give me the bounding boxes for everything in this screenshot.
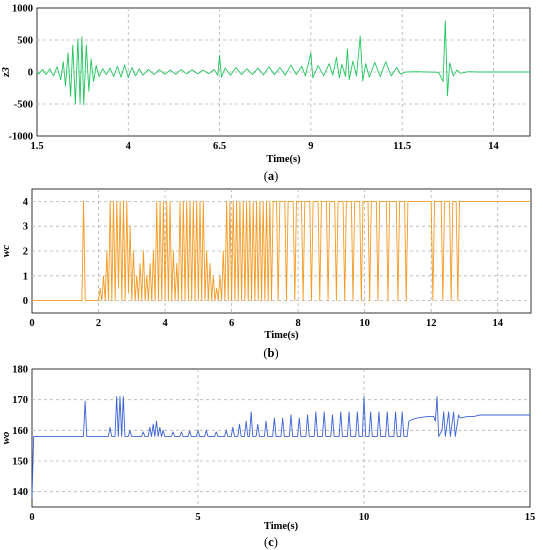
y-tick-labels-b: 0 1 2 3 4 — [23, 197, 29, 307]
y-tick-label-b-4: 4 — [23, 197, 29, 208]
x-axis-label-a: Time(s) — [266, 154, 301, 165]
caption-letter-b: b — [268, 346, 275, 360]
y-tick-label-b-3: 3 — [23, 222, 28, 233]
series-line-b — [32, 200, 531, 302]
caption-letter-c: c — [268, 535, 274, 549]
x-tick-label-b-3: 6 — [229, 318, 234, 329]
y-tick-label-b-2: 2 — [23, 247, 28, 258]
x-tick-label-c-0: 0 — [29, 512, 34, 523]
caption-a: (a) — [264, 169, 279, 183]
y-axis-label-c: wo — [0, 431, 12, 444]
x-tick-label-b-5: 10 — [359, 318, 370, 329]
x-axis-label-c: Time(s) — [264, 521, 299, 532]
x-tick-label-c-3: 15 — [525, 512, 536, 523]
x-tick-label-b-4: 8 — [296, 318, 301, 329]
x-tick-labels-b: 0 2 4 6 8 10 12 14 — [29, 318, 503, 329]
y-tick-labels-c: 140 150 160 170 180 — [12, 365, 28, 499]
y-tick-label-c-0: 140 — [12, 487, 28, 498]
y-tick-label-c-2: 160 — [12, 426, 28, 437]
y-tick-label-a-1: -500 — [14, 100, 33, 111]
y-tick-label-a-2: 0 — [28, 68, 33, 79]
panel-a: -1000 -500 0 500 1000 1.5 4 6.5 9 11.5 14 Time(s)… — [0, 4, 531, 183]
x-tick-label-b-7: 14 — [492, 318, 503, 329]
x-tick-label-a-0: 1.5 — [30, 141, 43, 152]
caption-letter-a: a — [268, 169, 275, 183]
x-tick-labels-c: 0 5 10 15 — [29, 512, 535, 523]
x-tick-label-b-2: 4 — [162, 318, 168, 329]
x-tick-label-a-4: 11.5 — [393, 141, 411, 152]
grid-c — [32, 369, 530, 507]
caption-b: (b) — [263, 346, 278, 360]
series-line-c — [31, 396, 530, 498]
y-axis-label-b: wc — [0, 245, 12, 257]
y-tick-label-b-0: 0 — [23, 296, 28, 307]
x-tick-label-c-2: 10 — [359, 512, 370, 523]
x-tick-label-b-0: 0 — [29, 318, 34, 329]
x-tick-label-a-1: 4 — [126, 141, 132, 152]
y-tick-label-a-0: -1000 — [9, 132, 34, 143]
plot-area-c — [31, 368, 531, 508]
series-line-a — [36, 20, 530, 106]
y-tick-label-a-3: 500 — [17, 36, 33, 47]
y-tick-label-c-1: 150 — [12, 457, 28, 468]
x-tick-labels-a: 1.5 4 6.5 9 11.5 14 — [30, 141, 499, 152]
x-tick-label-b-1: 2 — [96, 318, 101, 329]
y-tick-label-c-3: 170 — [12, 395, 28, 406]
y-tick-label-a-4: 1000 — [12, 4, 33, 15]
x-tick-label-a-3: 9 — [308, 141, 313, 152]
x-tick-label-a-5: 14 — [488, 141, 499, 152]
y-axis-label-a: z3 — [0, 67, 12, 78]
x-tick-label-a-2: 6.5 — [213, 141, 226, 152]
caption-c: (c) — [264, 535, 278, 549]
panel-c: 140 150 160 170 180 0 5 10 15 Time(s) wo (c) — [0, 365, 535, 550]
x-tick-label-c-1: 5 — [195, 512, 200, 523]
x-axis-label-b: Time(s) — [264, 330, 299, 341]
y-tick-label-b-1: 1 — [23, 271, 28, 282]
y-tick-label-c-4: 180 — [12, 365, 28, 376]
x-tick-label-b-6: 12 — [426, 318, 437, 329]
y-tick-labels-a: -1000 -500 0 500 1000 — [9, 4, 34, 143]
